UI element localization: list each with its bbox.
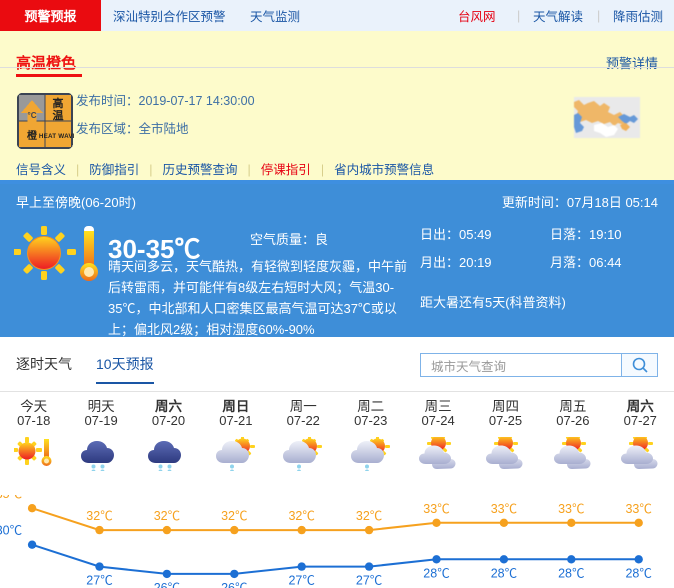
svg-text:32℃: 32℃: [356, 509, 382, 523]
svg-text:32℃: 32℃: [221, 509, 247, 523]
svg-text:HEAT WAVE: HEAT WAVE: [39, 133, 74, 140]
svg-text:27℃: 27℃: [86, 574, 112, 588]
svg-text:33℃: 33℃: [625, 502, 651, 516]
svg-text:33℃: 33℃: [423, 502, 449, 516]
svg-text:高: 高: [53, 96, 64, 110]
svg-text:28℃: 28℃: [625, 566, 651, 580]
svg-text:33℃: 33℃: [491, 502, 517, 516]
svg-text:27℃: 27℃: [288, 574, 314, 588]
svg-text:32℃: 32℃: [288, 509, 314, 523]
svg-text:27℃: 27℃: [356, 574, 382, 588]
svg-text:28℃: 28℃: [491, 566, 517, 580]
svg-text:橙: 橙: [27, 129, 38, 142]
svg-text:35℃: 35℃: [0, 495, 22, 501]
svg-text:26℃: 26℃: [221, 581, 247, 588]
svg-text:33℃: 33℃: [558, 502, 584, 516]
svg-text:26℃: 26℃: [154, 581, 180, 588]
svg-text:28℃: 28℃: [423, 566, 449, 580]
svg-text:32℃: 32℃: [86, 509, 112, 523]
svg-text:28℃: 28℃: [558, 566, 584, 580]
svg-text:32℃: 32℃: [154, 509, 180, 523]
svg-text:°C: °C: [28, 111, 37, 120]
svg-text:温: 温: [53, 108, 64, 122]
svg-text:30℃: 30℃: [0, 524, 22, 538]
